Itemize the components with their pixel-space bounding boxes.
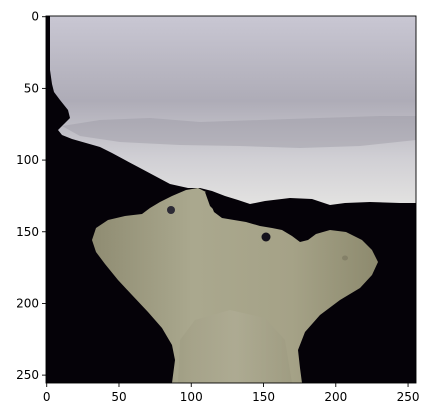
x-tick-label: 250 <box>397 390 420 404</box>
y-tick-label: 50 <box>24 81 39 95</box>
upper-region-band <box>62 116 416 148</box>
stem-highlight <box>178 310 292 383</box>
x-tick-label: 0 <box>43 390 51 404</box>
x-tick-label: 150 <box>252 390 275 404</box>
dark-spot <box>167 206 175 214</box>
dark-gap-notch <box>205 192 238 218</box>
lower-olive-region <box>92 188 378 383</box>
upper-grey-region <box>50 16 416 205</box>
y-tick-label: 250 <box>16 368 39 382</box>
axes-frame <box>45 15 417 384</box>
x-axis-ticks: 0 50 100 150 200 250 <box>43 383 420 404</box>
y-tick-label: 200 <box>16 296 39 310</box>
y-tick-label: 100 <box>16 153 39 167</box>
dark-spot <box>261 232 271 242</box>
x-tick-label: 50 <box>111 390 126 404</box>
y-tick-label: 0 <box>31 10 39 24</box>
dark-spot <box>342 255 348 261</box>
x-tick-label: 100 <box>180 390 203 404</box>
y-tick-label: 150 <box>16 225 39 239</box>
y-axis-ticks: 0 50 100 150 200 250 <box>16 10 46 382</box>
image-content <box>46 16 416 383</box>
x-tick-label: 200 <box>324 390 347 404</box>
